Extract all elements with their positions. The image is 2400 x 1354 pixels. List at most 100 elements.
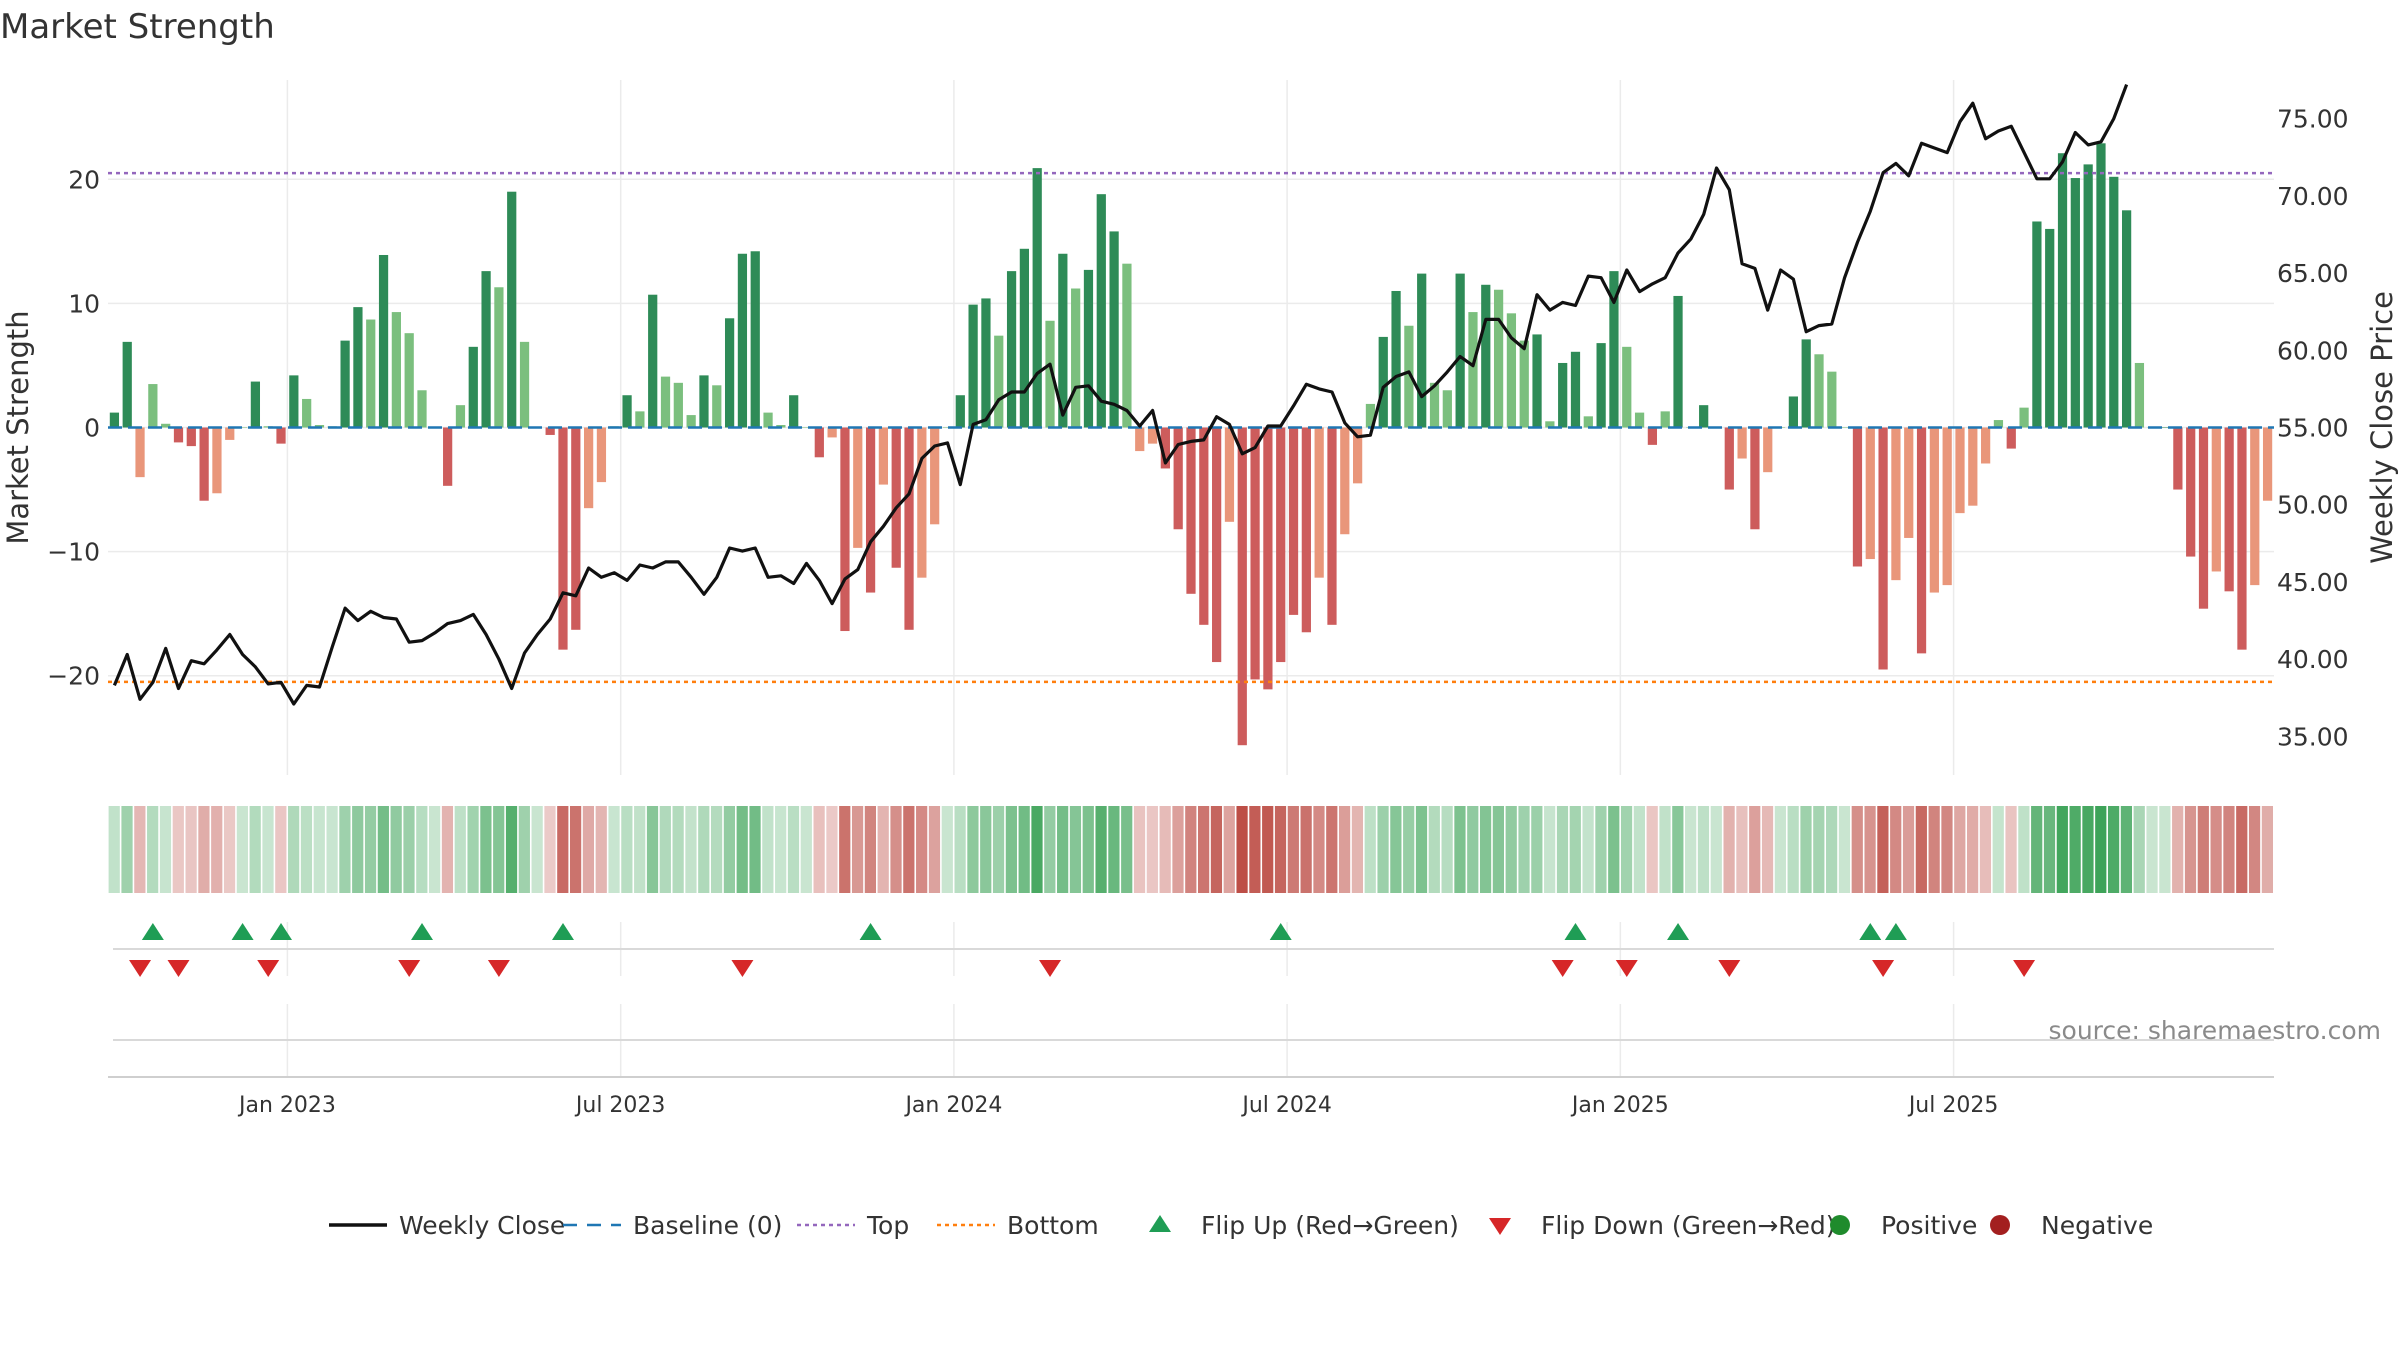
heat-cell bbox=[1146, 806, 1158, 893]
heat-cell bbox=[1864, 806, 1876, 893]
strength-bar bbox=[1763, 427, 1773, 473]
heat-cell bbox=[1441, 806, 1453, 893]
heat-cell bbox=[288, 806, 300, 893]
strength-bar bbox=[1596, 343, 1606, 428]
heat-cell bbox=[1313, 806, 1325, 893]
heat-cell bbox=[198, 806, 210, 893]
y-right-tick-label: 40.00 bbox=[2277, 645, 2349, 674]
heat-cell bbox=[1415, 806, 1428, 893]
legend-item-flip-up: Flip Up (Red→Green) bbox=[1149, 1211, 1459, 1240]
heat-cell bbox=[493, 806, 505, 893]
heat-cell bbox=[1569, 806, 1581, 893]
heat-cell bbox=[1710, 806, 1722, 893]
strength-bar bbox=[161, 423, 171, 428]
triangle-down-icon bbox=[1489, 1218, 1511, 1235]
heat-cell bbox=[2223, 806, 2235, 893]
strength-bar bbox=[1301, 427, 1311, 633]
heat-cell bbox=[1877, 806, 1889, 893]
heat-cell bbox=[967, 806, 979, 893]
heat-cell bbox=[608, 806, 620, 893]
strength-bar bbox=[994, 335, 1004, 428]
heat-cell bbox=[698, 806, 710, 893]
heat-cell bbox=[1390, 806, 1402, 893]
legend-item-top: Top bbox=[797, 1211, 909, 1240]
strength-bar bbox=[1647, 427, 1658, 445]
heat-cell bbox=[992, 806, 1005, 893]
strength-bar bbox=[2083, 164, 2093, 428]
heat-cell bbox=[2261, 806, 2273, 893]
y-right-tick-label: 45.00 bbox=[2277, 568, 2349, 597]
flip-up-marker bbox=[551, 923, 574, 940]
heat-cell bbox=[262, 806, 274, 893]
weekly-close-series bbox=[112, 84, 2129, 706]
flip-up-marker bbox=[1269, 923, 1292, 940]
flip-down-marker bbox=[731, 960, 754, 977]
strength-bar bbox=[148, 384, 158, 428]
flip-up-marker bbox=[231, 923, 254, 940]
strength-bar bbox=[1404, 325, 1414, 428]
strength-bar bbox=[1199, 427, 1209, 625]
heat-cell bbox=[1467, 806, 1479, 893]
strength-bar bbox=[2250, 427, 2260, 586]
strength-bar bbox=[468, 346, 478, 428]
heat-cell bbox=[813, 806, 825, 893]
heat-cell bbox=[1646, 806, 1658, 893]
strength-bar bbox=[622, 395, 632, 428]
chart-title: Market Strength bbox=[0, 7, 275, 47]
heat-cell bbox=[903, 806, 915, 893]
strength-bar bbox=[1673, 295, 1683, 428]
strength-bar bbox=[673, 382, 683, 428]
strength-bar bbox=[455, 405, 466, 428]
legend-label: Negative bbox=[2041, 1211, 2153, 1240]
heat-cell bbox=[1428, 806, 1440, 893]
legend-label: Flip Down (Green→Red) bbox=[1541, 1211, 1836, 1240]
strength-bar bbox=[2032, 221, 2042, 428]
heat-cell bbox=[544, 806, 556, 893]
heat-cell bbox=[1518, 806, 1530, 893]
heat-cell bbox=[249, 806, 261, 893]
strength-bar bbox=[1481, 284, 1491, 428]
strength-bar bbox=[1981, 427, 1991, 464]
heat-cell bbox=[147, 806, 159, 893]
strength-bar bbox=[1186, 427, 1196, 594]
strength-bar bbox=[917, 427, 927, 578]
strength-bar bbox=[2198, 427, 2209, 609]
strength-bar bbox=[507, 191, 517, 428]
strength-bar bbox=[1058, 253, 1068, 428]
flip-down-marker bbox=[487, 960, 510, 977]
heat-cell bbox=[1531, 806, 1543, 893]
strength-bar bbox=[930, 427, 940, 525]
strength-bar bbox=[1224, 427, 1235, 522]
strength-bar bbox=[904, 427, 914, 630]
heat-cell bbox=[377, 806, 389, 893]
strength-bar bbox=[635, 411, 645, 428]
flip-up-marker bbox=[411, 923, 434, 940]
strength-bar bbox=[302, 398, 312, 428]
axes: −20 −10 0 10 20 35.00 40.00 45.00 50.00 55.00 60.0… bbox=[1, 105, 2399, 752]
flip-down-marker bbox=[1718, 960, 1741, 977]
heat-cell bbox=[685, 806, 697, 893]
strength-bar bbox=[596, 427, 607, 483]
strength-bar bbox=[1135, 427, 1145, 452]
strength-bar bbox=[250, 381, 261, 428]
strength-bar bbox=[2006, 427, 2016, 449]
heat-cell bbox=[1249, 806, 1261, 893]
strength-bar bbox=[1609, 271, 1619, 428]
strength-bar bbox=[648, 294, 658, 428]
flip-down-marker bbox=[1615, 960, 1638, 977]
flip-down-marker bbox=[1039, 960, 1062, 977]
strength-bar bbox=[1276, 427, 1286, 663]
heat-cell bbox=[1787, 806, 1799, 893]
heat-cell bbox=[1620, 806, 1633, 893]
strength-bar bbox=[1045, 320, 1055, 428]
strength-bar bbox=[2109, 176, 2119, 428]
strength-bar bbox=[840, 427, 850, 632]
strength-bar bbox=[853, 427, 863, 548]
x-tick-label: Jul 2023 bbox=[574, 1093, 666, 1118]
heat-cell bbox=[1967, 806, 1979, 893]
strength-bar bbox=[1737, 427, 1747, 459]
strength-bar bbox=[737, 253, 748, 428]
heat-cell bbox=[1890, 806, 1902, 893]
x-axis: Jan 2023 Jul 2023 Jan 2024 Jul 2024 Jan 2025… bbox=[108, 1039, 2274, 1118]
heat-cell bbox=[569, 806, 582, 893]
